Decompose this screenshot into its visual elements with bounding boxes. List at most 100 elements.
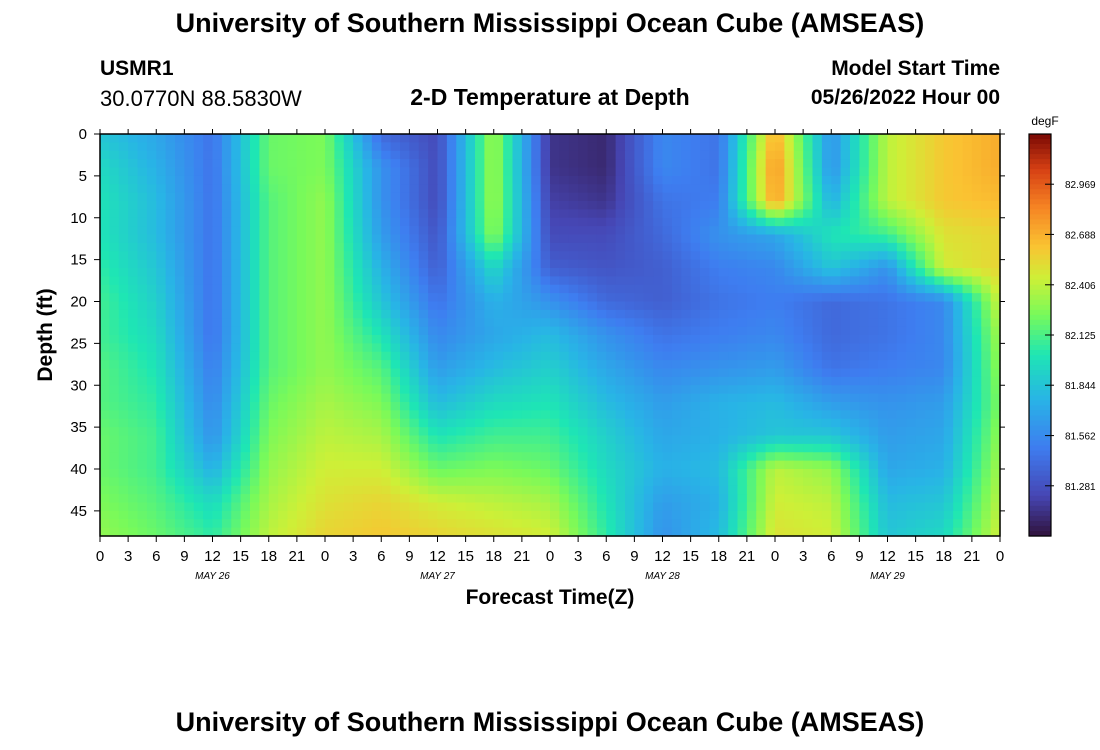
colorbar-strip xyxy=(1029,194,1051,200)
heatmap-cell xyxy=(634,427,645,437)
heatmap-cell xyxy=(718,201,729,210)
heatmap-cell xyxy=(812,385,823,395)
heatmap-cell xyxy=(784,326,795,336)
heatmap-cell xyxy=(475,234,485,244)
heatmap-cell xyxy=(409,443,420,453)
heatmap-cell xyxy=(915,301,926,311)
heatmap-cell xyxy=(465,385,476,395)
heatmap-cell xyxy=(896,477,907,487)
heatmap-cell xyxy=(437,150,448,160)
heatmap-cell xyxy=(765,376,776,386)
heatmap-cell xyxy=(128,226,139,236)
heatmap-cell xyxy=(437,418,448,428)
heatmap-cell xyxy=(381,209,392,219)
heatmap-cell xyxy=(690,393,701,403)
heatmap-cell xyxy=(128,201,139,210)
heatmap-cell xyxy=(728,226,739,236)
heatmap-cell xyxy=(671,201,682,210)
heatmap-cell xyxy=(371,234,382,244)
heatmap-cell xyxy=(250,494,260,504)
heatmap-cell xyxy=(962,418,973,428)
heatmap-cell xyxy=(109,343,120,353)
heatmap-cell xyxy=(128,527,139,537)
heatmap-cell xyxy=(362,335,373,344)
heatmap-cell xyxy=(934,460,945,470)
heatmap-cell xyxy=(606,242,617,252)
heatmap-cell xyxy=(212,393,223,403)
heatmap-cell xyxy=(240,435,251,445)
heatmap-cell xyxy=(193,184,204,194)
heatmap-cell xyxy=(765,335,776,344)
heatmap-cell xyxy=(878,519,889,529)
heatmap-cell xyxy=(193,259,204,269)
heatmap-cell xyxy=(728,301,739,311)
heatmap-cell xyxy=(821,527,832,537)
heatmap-cell xyxy=(250,502,260,512)
heatmap-cell xyxy=(775,318,785,328)
heatmap-cell xyxy=(521,510,532,520)
heatmap-cell xyxy=(850,418,860,428)
heatmap-cell xyxy=(503,477,514,487)
heatmap-cell xyxy=(625,527,635,537)
heatmap-cell xyxy=(868,242,879,252)
heatmap-cell xyxy=(756,427,767,437)
heatmap-cell xyxy=(812,343,823,353)
heatmap-cell xyxy=(587,175,598,185)
heatmap-cell xyxy=(765,360,776,370)
heatmap-cell xyxy=(718,443,729,453)
heatmap-cell xyxy=(428,510,439,520)
heatmap-cell xyxy=(371,335,382,344)
heatmap-cell xyxy=(653,309,664,319)
heatmap-cell xyxy=(559,276,570,286)
heatmap-cell xyxy=(109,385,120,395)
heatmap-cell xyxy=(859,268,870,277)
heatmap-cell xyxy=(700,276,710,286)
heatmap-cell xyxy=(653,410,664,420)
heatmap-cell xyxy=(268,142,279,152)
heatmap-cell xyxy=(334,134,345,143)
heatmap-cell xyxy=(615,410,626,420)
heatmap-cell xyxy=(568,519,579,529)
heatmap-cell xyxy=(503,510,514,520)
heatmap-cell xyxy=(184,226,195,236)
heatmap-cell xyxy=(203,251,214,261)
heatmap-cell xyxy=(737,175,748,185)
heatmap-cell xyxy=(784,276,795,286)
heatmap-cell xyxy=(915,175,926,185)
heatmap-cell xyxy=(596,368,607,378)
heatmap-cell xyxy=(362,460,373,470)
heatmap-cell xyxy=(531,427,542,437)
heatmap-cell xyxy=(259,301,270,311)
heatmap-cell xyxy=(906,301,917,311)
heatmap-cell xyxy=(718,159,729,169)
heatmap-cell xyxy=(596,159,607,169)
heatmap-cell xyxy=(390,435,401,445)
heatmap-cell xyxy=(625,217,635,227)
heatmap-cell xyxy=(428,519,439,529)
heatmap-cell xyxy=(906,351,917,361)
heatmap-cell xyxy=(193,209,204,219)
heatmap-cell xyxy=(962,201,973,210)
heatmap-cell xyxy=(625,150,635,160)
heatmap-cell xyxy=(146,268,157,277)
heatmap-cell xyxy=(193,335,204,344)
heatmap-cell xyxy=(118,360,129,370)
heatmap-cell xyxy=(306,343,317,353)
heatmap-cell xyxy=(859,427,870,437)
heatmap-cell xyxy=(737,502,748,512)
heatmap-cell xyxy=(540,175,551,185)
colorbar: degF 82.96982.68882.40682.12581.84481.56… xyxy=(1028,114,1096,537)
x-tick-label: 0 xyxy=(996,548,1004,565)
heatmap-cell xyxy=(737,477,748,487)
heatmap-cell xyxy=(259,452,270,462)
heatmap-cell xyxy=(362,360,373,370)
heatmap-cell xyxy=(690,318,701,328)
heatmap-cell xyxy=(287,435,298,445)
heatmap-cell xyxy=(765,452,776,462)
heatmap-cell xyxy=(868,234,879,244)
heatmap-cell xyxy=(990,452,1001,462)
heatmap-cell xyxy=(887,343,898,353)
heatmap-cell xyxy=(700,251,710,261)
heatmap-cell xyxy=(906,469,917,478)
heatmap-cell xyxy=(428,494,439,504)
